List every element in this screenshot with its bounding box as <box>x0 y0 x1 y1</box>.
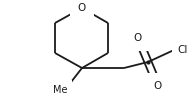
Text: O: O <box>134 33 142 43</box>
Text: Cl: Cl <box>177 45 187 55</box>
Text: O: O <box>154 81 162 91</box>
Text: Me: Me <box>53 85 67 95</box>
Text: O: O <box>78 3 86 13</box>
